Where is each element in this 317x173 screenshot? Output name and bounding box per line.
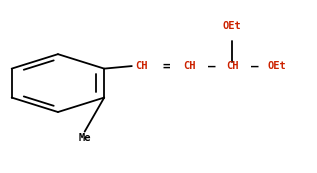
Text: —: — xyxy=(208,60,215,72)
Text: OEt: OEt xyxy=(268,61,286,71)
Text: =: = xyxy=(163,60,170,72)
Text: Me: Me xyxy=(78,133,91,143)
Text: OEt: OEt xyxy=(223,21,242,31)
Text: —: — xyxy=(250,60,258,72)
Text: CH: CH xyxy=(184,61,196,71)
Text: CH: CH xyxy=(226,61,239,71)
Text: CH: CH xyxy=(135,61,147,71)
